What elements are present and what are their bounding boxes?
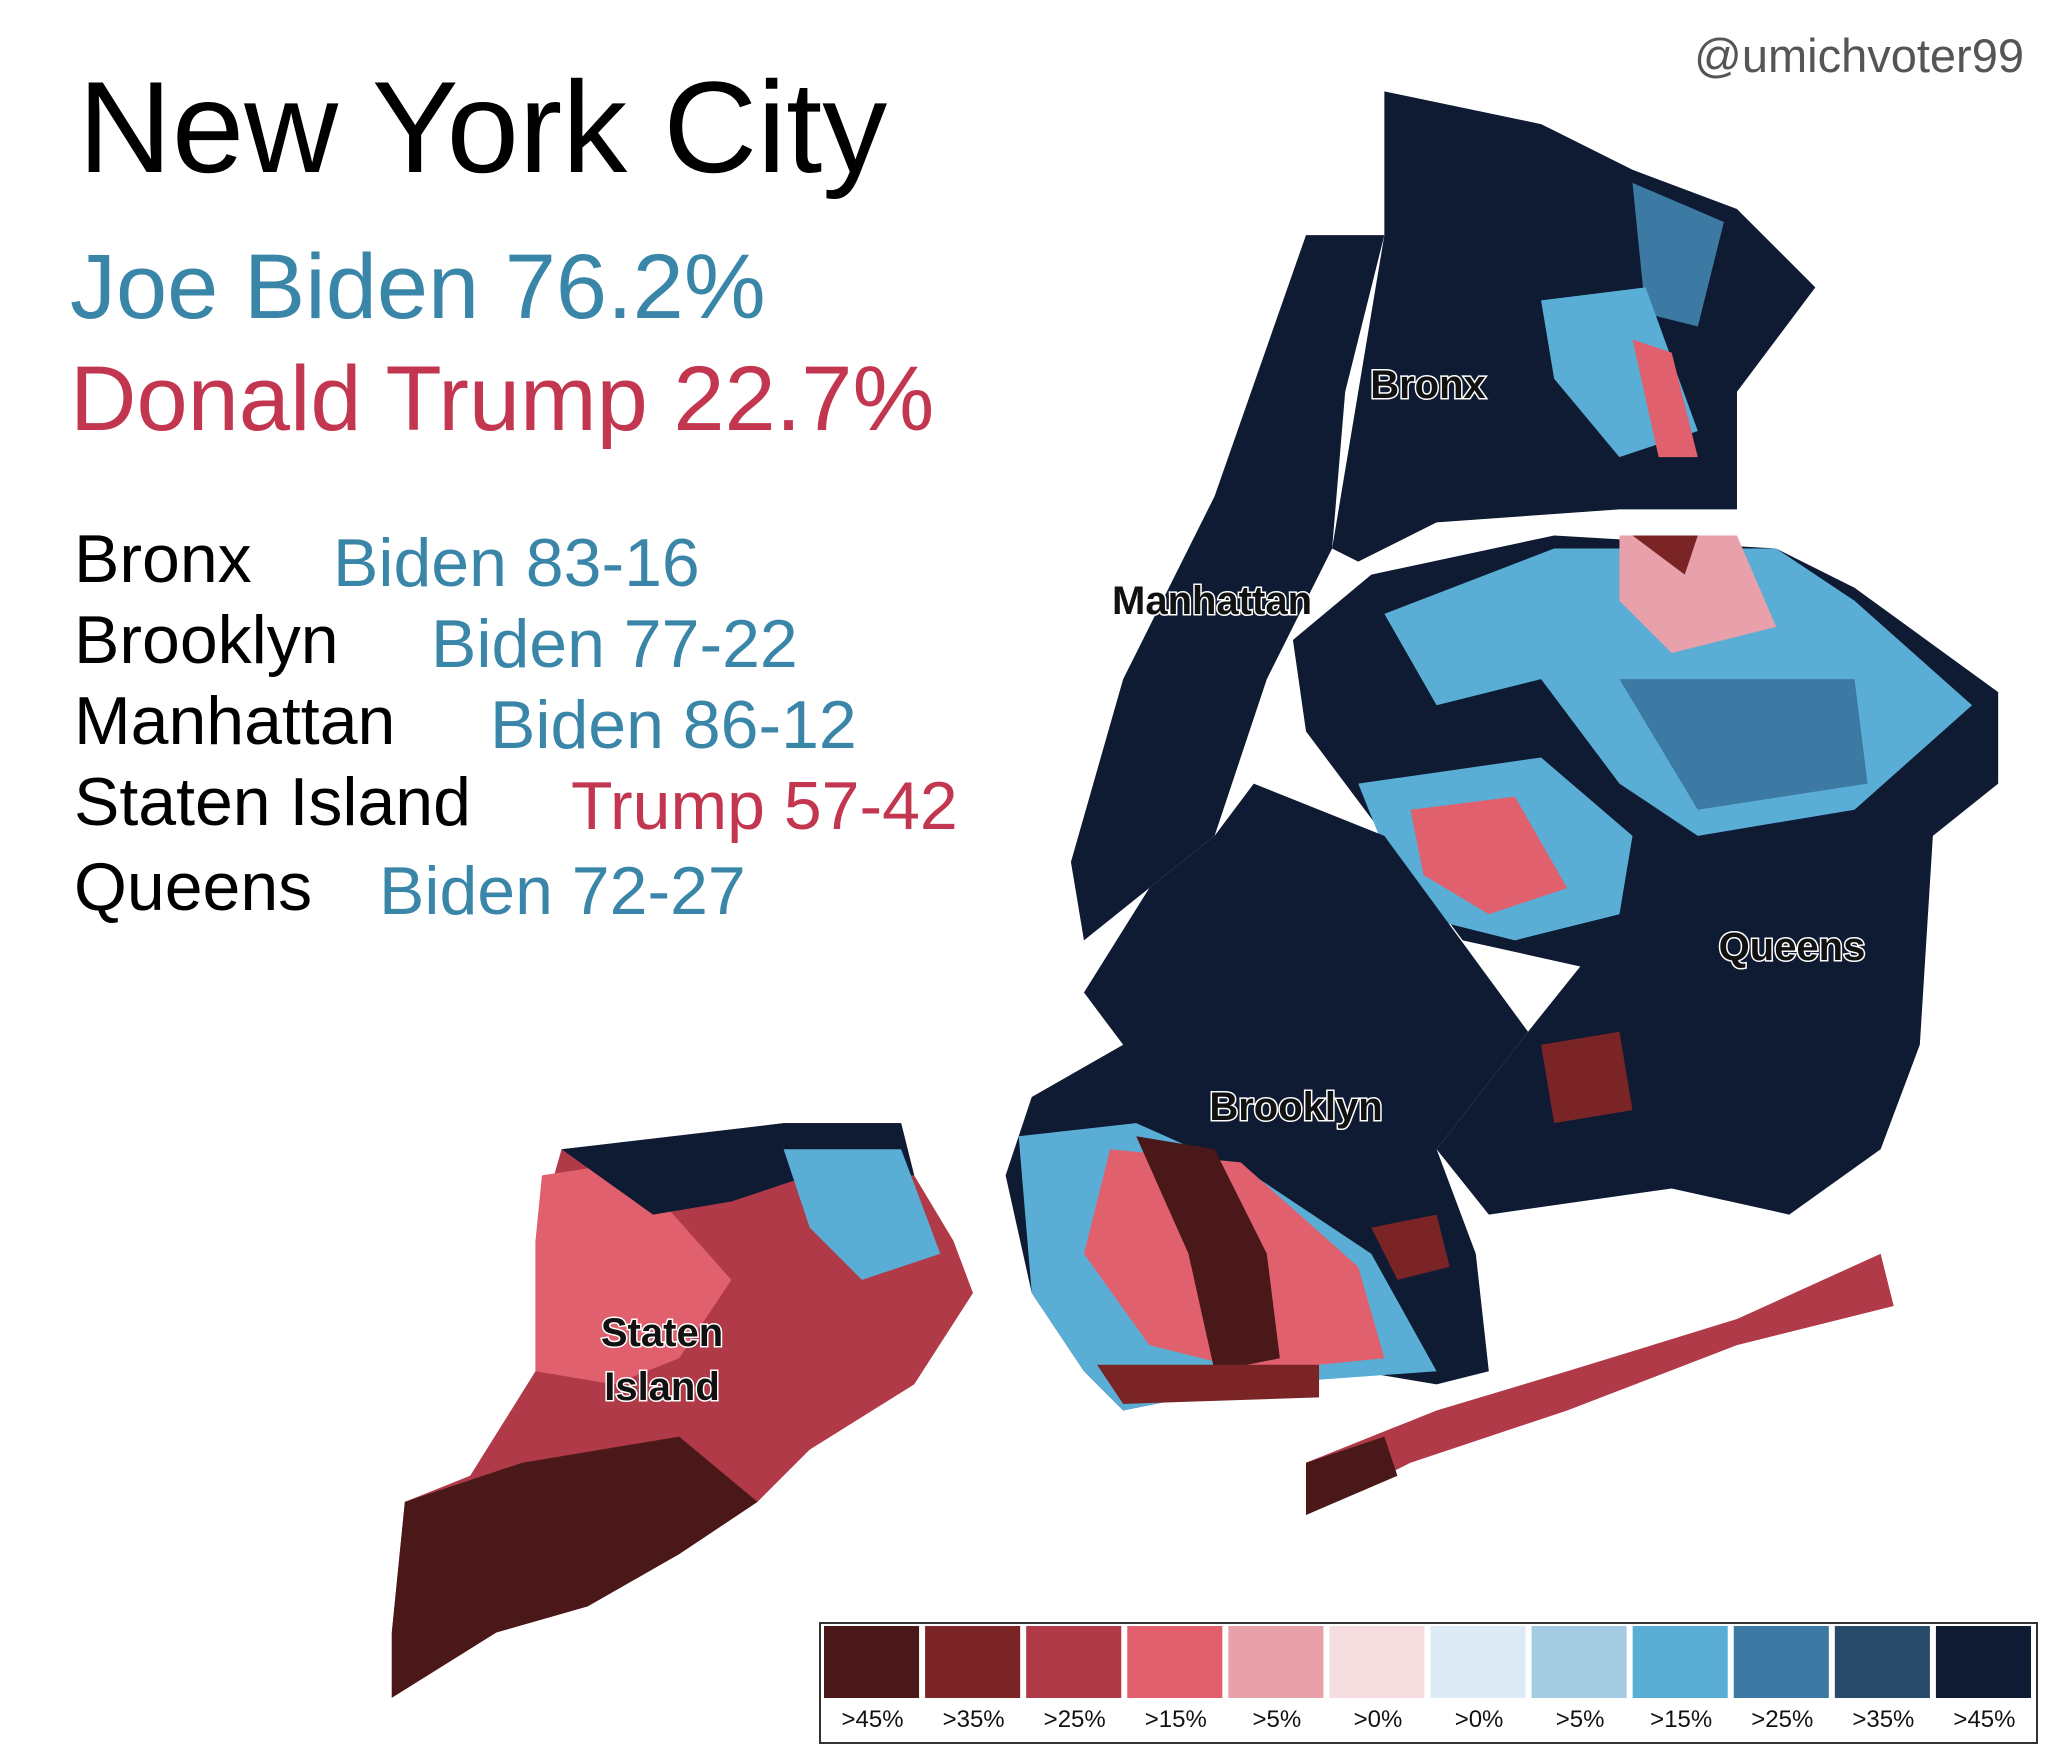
map-label: Queens: [1719, 925, 1866, 969]
si-patch: [783, 1149, 941, 1280]
legend: >45% >35% >25% >15% >5% >0% >0% >5% >15% >25% >35%…: [819, 1622, 2038, 1744]
rockaway-patch: [1306, 1436, 1398, 1515]
map-label: Brooklyn: [1209, 1085, 1382, 1129]
borough-name: Brooklyn: [74, 602, 339, 678]
si-patch: [391, 1436, 758, 1698]
legend-label: >15%: [1145, 1706, 1207, 1733]
credit: @umichvoter99: [1694, 29, 2024, 82]
queens-patch: [1619, 535, 1777, 653]
legend-label: >35%: [943, 1706, 1005, 1733]
bronx-patch: [1632, 182, 1724, 327]
legend-swatch: [1733, 1626, 1829, 1698]
legend-swatch: [1632, 1626, 1728, 1698]
borough-name: Bronx: [74, 521, 252, 597]
legend-swatch: [1531, 1626, 1627, 1698]
borough-result: Biden 77-22: [431, 606, 798, 682]
borough-result: Biden 72-27: [379, 853, 746, 929]
totals: Joe Biden 76.2%Donald Trump 22.7%: [70, 236, 934, 450]
legend-swatch: [1026, 1626, 1122, 1698]
legend-swatch: [824, 1626, 920, 1698]
queens-patch: [1410, 796, 1568, 915]
legend-swatch: [1834, 1626, 1930, 1698]
title: New York City: [78, 54, 887, 200]
map-label: Manhattan: [1112, 579, 1312, 623]
manhattan-shape: [1070, 235, 1385, 941]
total-result: Donald Trump 22.7%: [70, 348, 934, 450]
legend-label: >25%: [1751, 1706, 1813, 1733]
brooklyn-patch: [1097, 1364, 1320, 1404]
borough-name: Manhattan: [74, 683, 395, 759]
legend-label: >15%: [1650, 1706, 1712, 1733]
legend-swatch: [1127, 1626, 1223, 1698]
queens-patch: [1632, 535, 1698, 575]
si-patch: [561, 1123, 915, 1215]
legend-swatch: [925, 1626, 1021, 1698]
borough-result: Biden 83-16: [333, 525, 700, 601]
bronx-patch: [1632, 339, 1698, 458]
rockaway-shape: [1306, 1253, 1894, 1515]
legend-label: >0%: [1354, 1706, 1403, 1733]
legend-swatch: [1430, 1626, 1526, 1698]
map-label: Island: [604, 1365, 720, 1409]
map: [391, 91, 1999, 1698]
borough-name: Staten Island: [74, 764, 471, 840]
legend-swatch: [1935, 1626, 2031, 1698]
legend-label: >0%: [1455, 1706, 1504, 1733]
legend-label: >25%: [1044, 1706, 1106, 1733]
total-result: Joe Biden 76.2%: [70, 236, 766, 338]
legend-box: [819, 1622, 2038, 1744]
legend-label: >5%: [1556, 1706, 1605, 1733]
legend-label: >5%: [1253, 1706, 1302, 1733]
si-patch: [535, 1162, 732, 1385]
borough-result: Biden 86-12: [490, 687, 857, 763]
queens-patch: [1541, 1031, 1633, 1124]
map-labels: Bronx Manhattan Queens Brooklyn Staten I…: [599, 362, 1866, 1411]
brooklyn-patch: [1371, 1214, 1450, 1280]
map-label: Bronx: [1370, 363, 1486, 407]
brooklyn-patch: [1136, 1136, 1280, 1372]
map-label: Staten: [601, 1311, 723, 1355]
legend-label: >45%: [1953, 1706, 2015, 1733]
borough-result: Trump 57-42: [571, 768, 958, 844]
queens-patch: [1619, 679, 1868, 810]
legend-swatch: [1228, 1626, 1324, 1698]
legend-swatch: [1329, 1626, 1425, 1698]
legend-label: >35%: [1852, 1706, 1914, 1733]
borough-name: Queens: [74, 849, 312, 925]
legend-label: >45%: [842, 1706, 904, 1733]
